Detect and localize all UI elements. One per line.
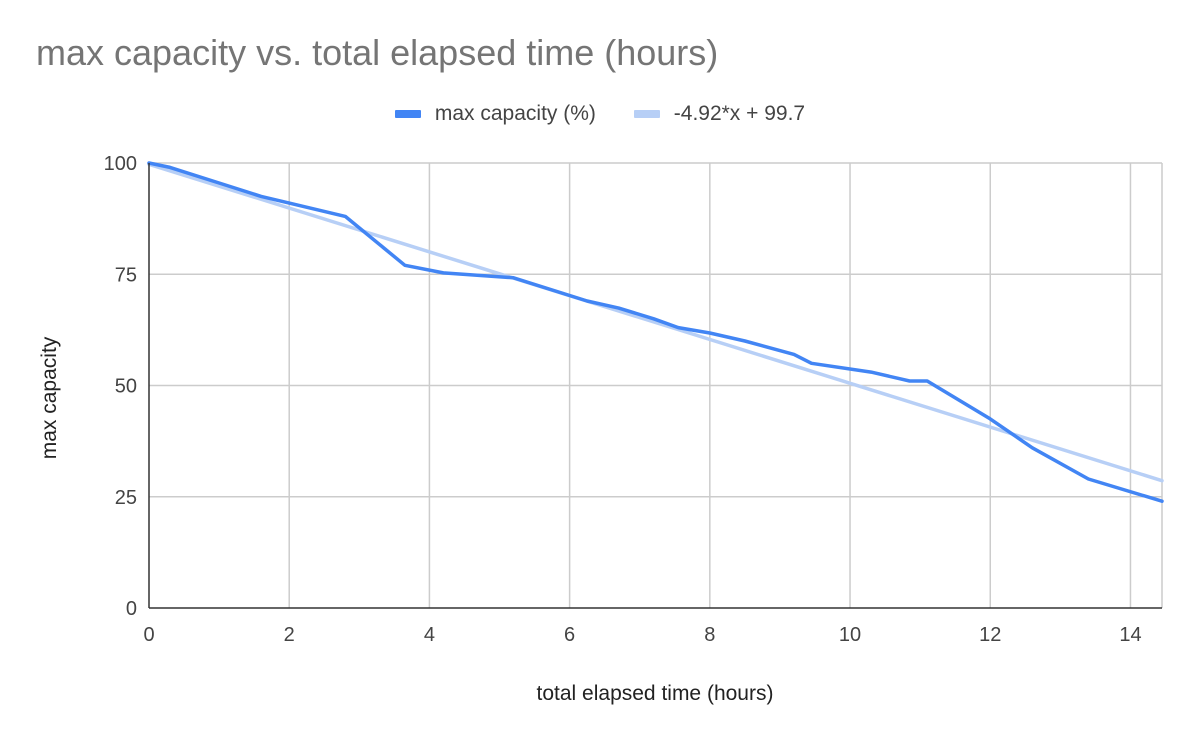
y-tick-label-100: 100 — [104, 153, 137, 175]
legend-item-trendline[interactable]: -4.92*x + 99.7 — [633, 102, 806, 126]
x-tick-label-14: 14 — [1119, 624, 1141, 646]
series-line-max-capacity — [147, 161, 1164, 503]
x-tick-label-6: 6 — [564, 624, 575, 646]
x-axis-title: total elapsed time (hours) — [537, 682, 774, 705]
y-tick-label-25: 25 — [115, 487, 137, 509]
series-layer — [147, 161, 1164, 503]
y-tick-label-50: 50 — [115, 376, 137, 398]
legend-swatch-max-capacity — [394, 110, 421, 118]
legend-item-max-capacity[interactable]: max capacity (%) — [394, 102, 596, 126]
grid — [149, 162, 1163, 608]
legend: max capacity (%) -4.92*x + 99.7 — [0, 100, 1200, 126]
legend-swatch-trendline — [633, 110, 660, 118]
y-axis-title: max capacity — [38, 336, 61, 459]
series-line-trendline — [147, 162, 1164, 483]
axes — [148, 163, 1162, 609]
legend-label-trendline: -4.92*x + 99.7 — [673, 102, 806, 125]
x-tick-label-8: 8 — [704, 624, 715, 646]
y-tick-label-0: 0 — [126, 598, 137, 620]
x-tick-label-12: 12 — [979, 624, 1001, 646]
legend-label-max-capacity: max capacity (%) — [434, 102, 596, 125]
x-tick-label-2: 2 — [284, 624, 295, 646]
chart-title: max capacity vs. total elapsed time (hou… — [36, 32, 719, 73]
x-tick-label-4: 4 — [424, 624, 435, 646]
y-tick-label-75: 75 — [115, 264, 137, 286]
x-tick-label-10: 10 — [839, 624, 861, 646]
tick-labels: 0 25 50 75 100 0 2 4 6 8 10 12 14 — [104, 153, 1142, 646]
x-tick-label-0: 0 — [143, 624, 154, 646]
